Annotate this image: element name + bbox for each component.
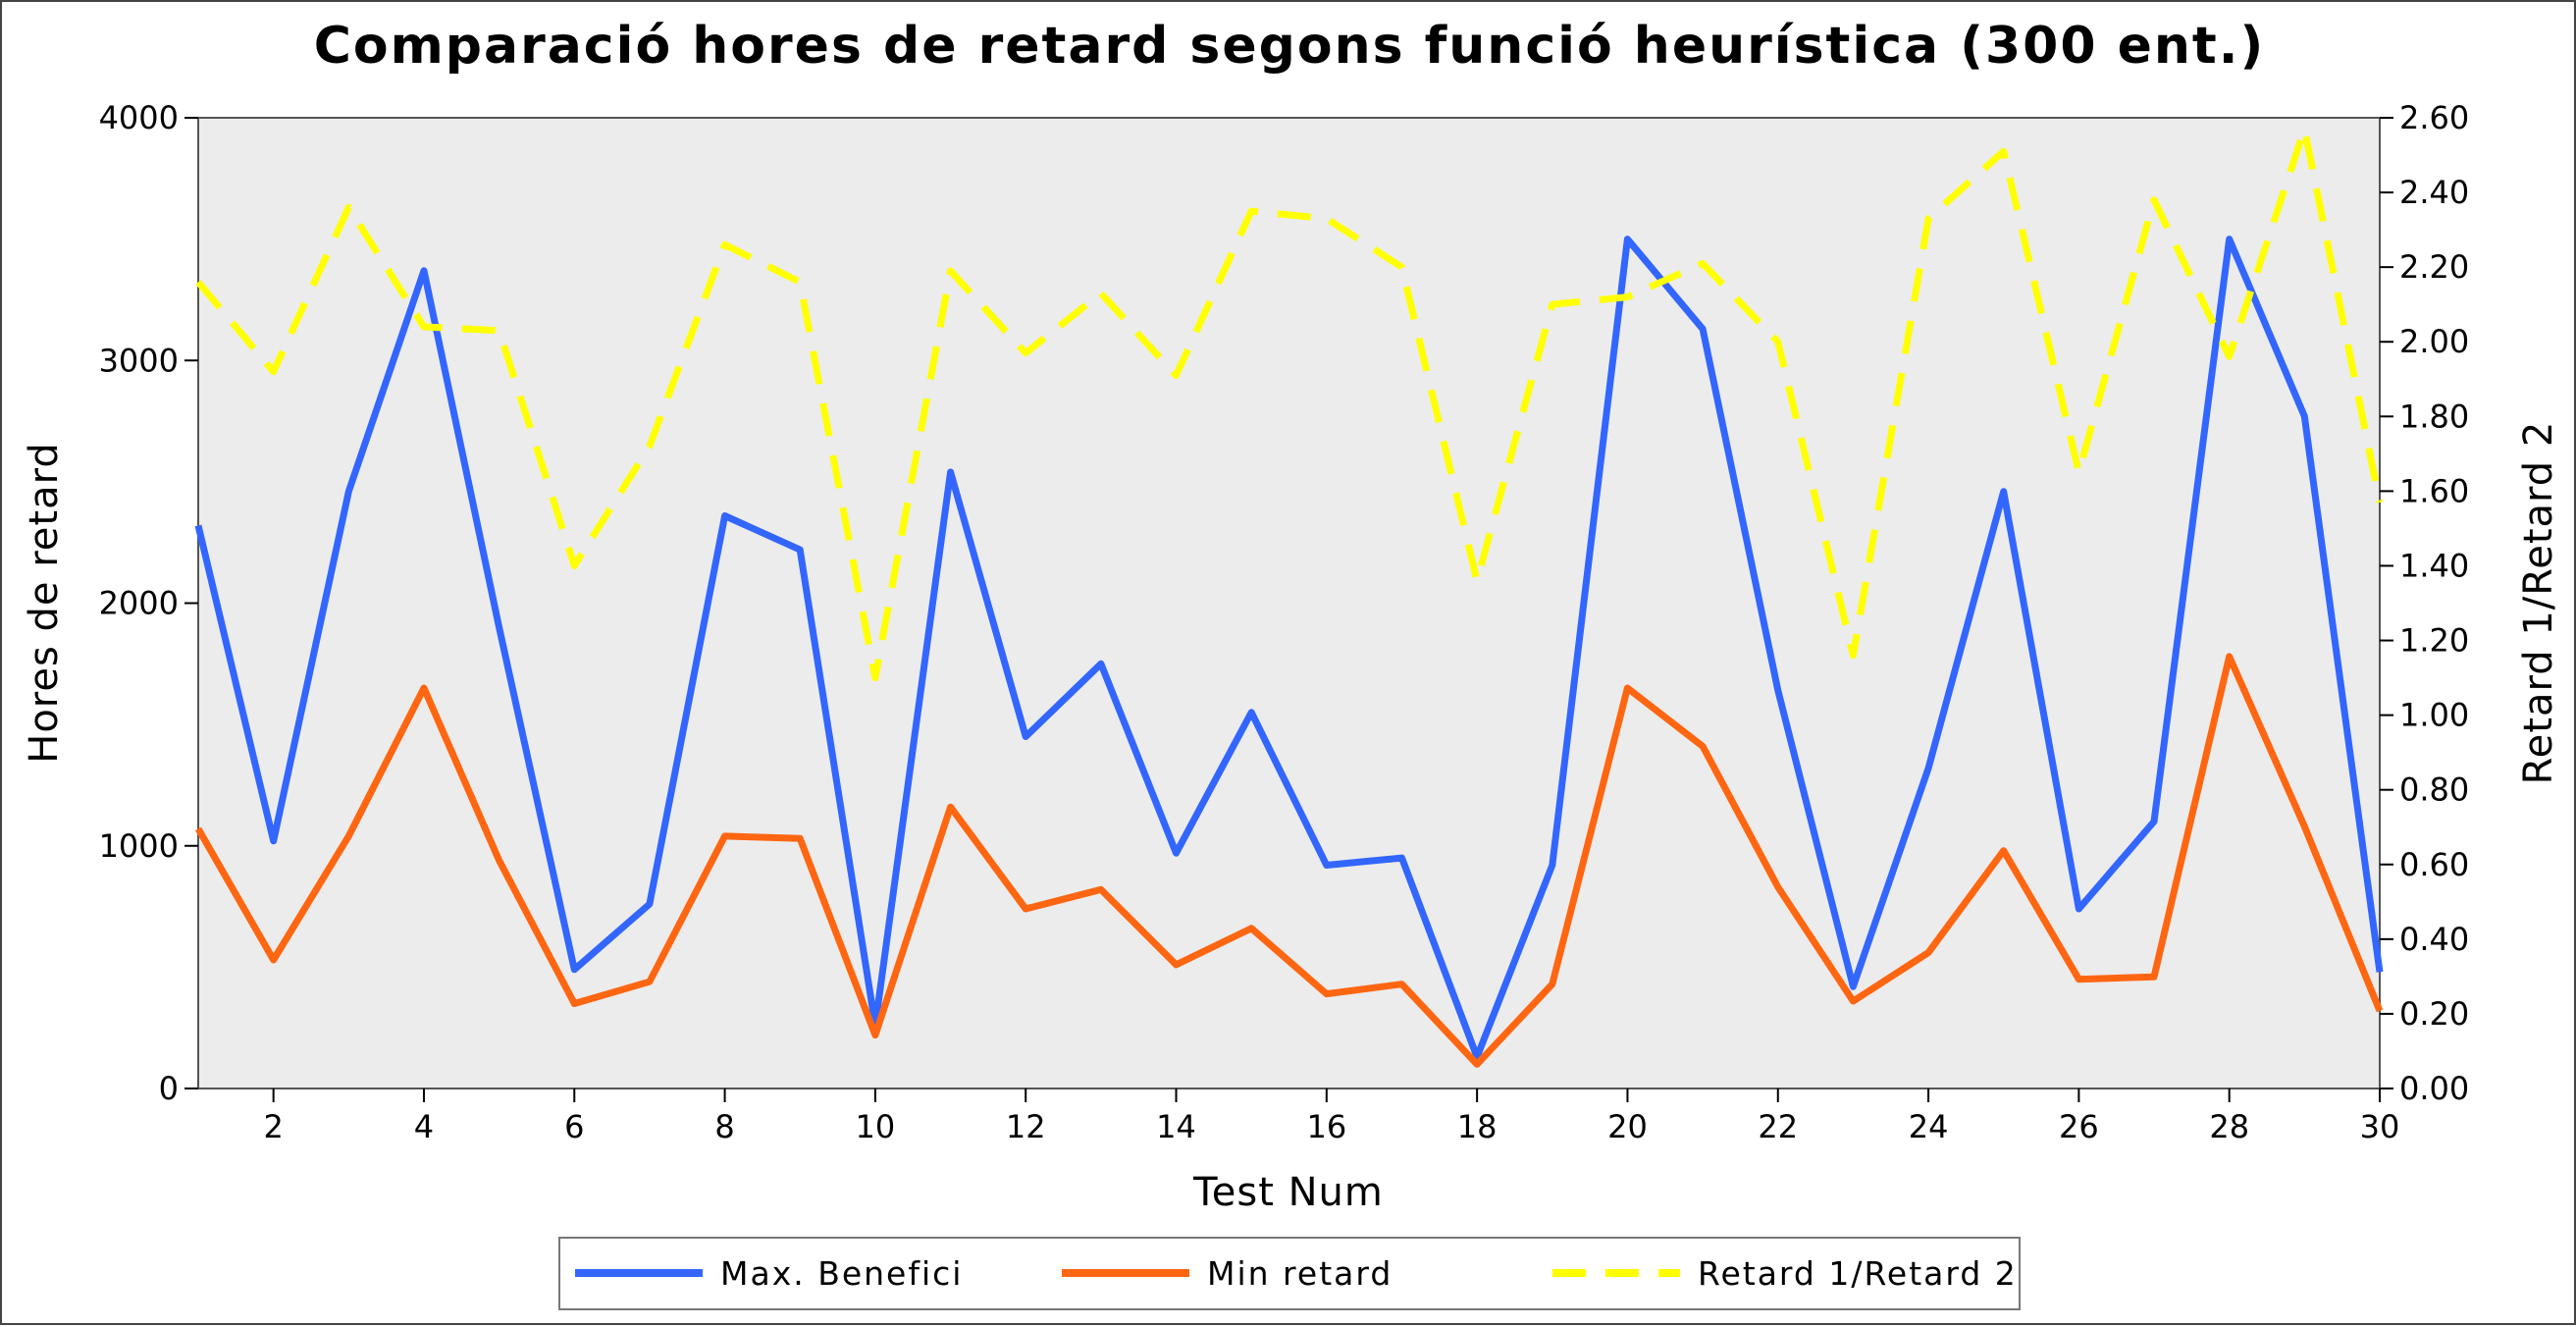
y-tick-label: 2000 xyxy=(99,585,179,622)
legend-label: Min retard xyxy=(1207,1254,1393,1293)
chart-title: Comparació hores de retard segons funció… xyxy=(314,17,2266,76)
y2-tick-label: 2.40 xyxy=(2399,174,2469,211)
x-tick-label: 26 xyxy=(2059,1108,2099,1145)
x-tick-label: 22 xyxy=(1758,1108,1798,1145)
legend: Max. Benefici Min retard Retard 1/Retard 2 xyxy=(558,1237,2021,1310)
x-tick-label: 18 xyxy=(1457,1108,1498,1145)
y2-tick-label: 0.20 xyxy=(2399,995,2469,1033)
y2-tick-label: 0.40 xyxy=(2399,921,2469,958)
series-layer xyxy=(194,125,2384,1068)
y2-tick-label: 1.00 xyxy=(2399,697,2469,734)
x-tick-label: 14 xyxy=(1156,1108,1196,1145)
x-tick-label: 2 xyxy=(263,1108,283,1145)
x-tick-label: 10 xyxy=(856,1108,896,1145)
x-tick-label: 24 xyxy=(1909,1108,1949,1145)
y-axis-label: Hores de retard xyxy=(22,442,67,764)
x-tick-label: 12 xyxy=(1006,1108,1046,1145)
y-tick-label: 4000 xyxy=(99,99,179,136)
legend-label: Retard 1/Retard 2 xyxy=(1698,1254,2018,1293)
series-line-3 xyxy=(195,125,2384,682)
legend-box xyxy=(558,1237,2021,1310)
y-tick-label: 0 xyxy=(159,1070,179,1107)
x-tick-label: 8 xyxy=(714,1108,734,1145)
legend-label: Max. Benefici xyxy=(720,1254,963,1293)
plot-area xyxy=(197,117,2381,1089)
y2-tick-label: 2.00 xyxy=(2399,323,2469,360)
y2-tick-label: 1.60 xyxy=(2399,472,2469,509)
y2-tick-label: 2.60 xyxy=(2399,99,2469,136)
x-tick-label: 30 xyxy=(2360,1108,2400,1145)
y2-tick-label: 1.40 xyxy=(2399,547,2469,584)
y2-tick-label: 0.80 xyxy=(2399,771,2469,809)
y2-tick-label: 2.20 xyxy=(2399,248,2469,286)
y2-tick-label: 1.20 xyxy=(2399,622,2469,660)
x-tick-label: 20 xyxy=(1607,1108,1648,1145)
x-tick-label: 4 xyxy=(414,1108,434,1145)
y-tick-label: 3000 xyxy=(99,342,179,379)
y2-tick-label: 0.60 xyxy=(2399,846,2469,883)
series-line-2 xyxy=(194,653,2384,1068)
y-tick-label: 1000 xyxy=(99,827,179,865)
left-axis: 0 1000 2000 3000 4000 xyxy=(99,99,198,1107)
x-axis: 2 4 6 8 10 12 14 16 18 20 22 24 26 28 30 xyxy=(263,1088,2399,1145)
right-axis: 0.00 0.20 0.40 0.60 0.80 1.00 1.20 1.40 1.60 1.80… xyxy=(2380,99,2469,1107)
y2-tick-label: 1.80 xyxy=(2399,398,2469,435)
x-axis-label: Test Num xyxy=(1192,1170,1384,1215)
x-tick-label: 6 xyxy=(564,1108,584,1145)
x-tick-label: 16 xyxy=(1306,1108,1346,1145)
y2-tick-label: 0.00 xyxy=(2399,1070,2469,1107)
x-tick-label: 28 xyxy=(2209,1108,2249,1145)
y2-axis-label: Retard 1/Retard 2 xyxy=(2516,421,2561,785)
series-line-1 xyxy=(194,236,2384,1061)
